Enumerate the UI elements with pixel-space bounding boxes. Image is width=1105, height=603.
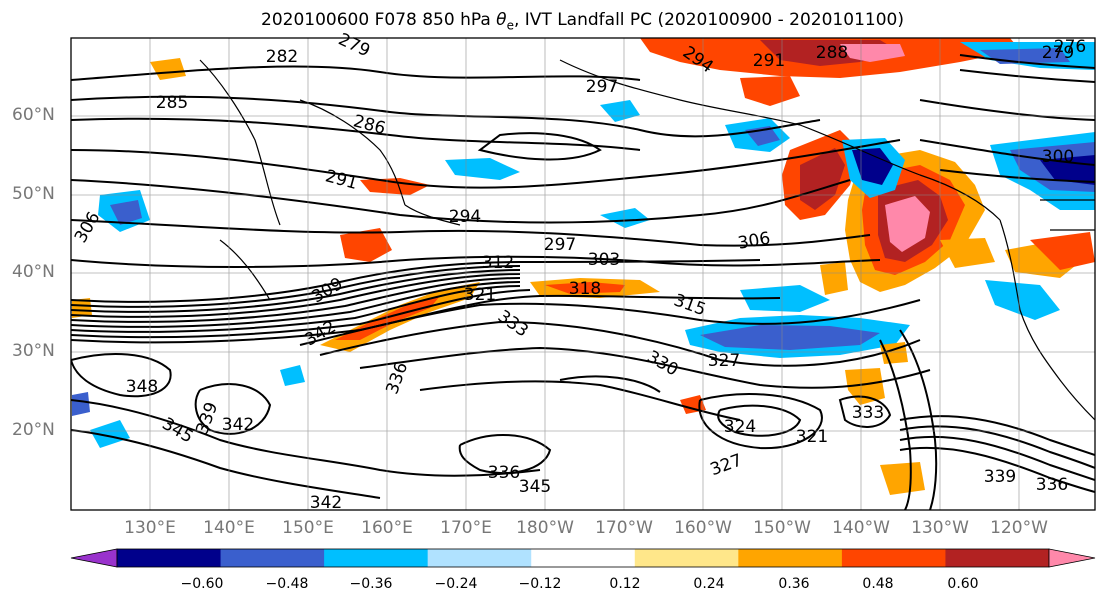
lon-label-180w: 180°W	[516, 518, 574, 538]
lat-label-60n: 60°N	[12, 105, 55, 125]
contour-label: 282	[266, 47, 298, 67]
colorbar-tick-label: −0.48	[265, 576, 309, 592]
contour-label: 333	[852, 403, 884, 423]
colorbar-tick-label: −0.12	[518, 576, 562, 592]
colorbar-segment	[945, 549, 1050, 567]
contour-label: 291	[753, 51, 785, 71]
lat-label-40n: 40°N	[12, 262, 55, 282]
contour-label: 345	[519, 477, 551, 497]
plot-frame	[70, 37, 1096, 511]
lon-label-150w: 150°W	[753, 518, 811, 538]
title-prefix: 2020100600 F078 850 hPa	[261, 10, 497, 30]
colorbar-segments	[116, 548, 1050, 568]
contour-label: 336	[488, 463, 520, 483]
contour-label: 303	[588, 250, 620, 270]
contour-label: 312	[482, 253, 514, 273]
colorbar-tick-label: 0.48	[862, 576, 894, 592]
lon-label-140e: 140°E	[203, 518, 255, 538]
colorbar-tick-label: 0.60	[947, 576, 979, 592]
contour-label: 342	[310, 493, 342, 513]
colorbar-tick-label: 0.12	[609, 576, 641, 592]
colorbar-tick-label: −0.24	[434, 576, 478, 592]
lon-label-170e: 170°E	[440, 518, 492, 538]
map-gridlines	[71, 38, 1095, 510]
colorbar-tick-label: −0.60	[180, 576, 224, 592]
contour-label: 297	[586, 77, 618, 97]
lon-label-140w: 140°W	[832, 518, 890, 538]
colorbar-segment	[324, 549, 429, 567]
contour-label: 294	[449, 207, 481, 227]
contour-label: 297	[544, 235, 576, 255]
theta-subscript: e	[506, 18, 514, 33]
colorbar-tick-label: −0.36	[349, 576, 393, 592]
lat-label-50n: 50°N	[12, 184, 55, 204]
colorbar-segment	[841, 549, 946, 567]
contour-label: 327	[708, 351, 740, 371]
lat-label-20n: 20°N	[12, 420, 55, 440]
contour-label: 324	[724, 417, 756, 437]
contour-label: 300	[1042, 147, 1074, 167]
colorbar-extend-high	[1048, 548, 1096, 568]
theta-symbol: θ	[496, 10, 507, 30]
contour-label: 288	[816, 43, 848, 63]
contour-label: 348	[126, 377, 158, 397]
title-suffix: , IVT Landfall PC (2020100900 - 20201011…	[513, 10, 904, 30]
coastlines	[199, 59, 1095, 421]
map-title: 2020100600 F078 850 hPa θe, IVT Landfall…	[0, 10, 1105, 32]
colorbar-extend-low	[70, 548, 118, 568]
contour-label: 318	[569, 279, 601, 299]
plot-area-background	[71, 38, 1095, 510]
lon-label-130e: 130°E	[124, 518, 176, 538]
colorbar-segment	[117, 549, 222, 567]
lat-label-30n: 30°N	[12, 341, 55, 361]
lon-label-170w: 170°W	[595, 518, 653, 538]
contour-label: 321	[796, 427, 828, 447]
lon-label-160e: 160°E	[361, 518, 413, 538]
shaded-field	[72, 38, 1095, 495]
contour-label: 321	[464, 285, 496, 305]
colorbar-segment	[427, 549, 532, 567]
colorbar-segment	[220, 549, 325, 567]
contour-label: 342	[222, 415, 254, 435]
lon-label-160w: 160°W	[674, 518, 732, 538]
contour-label: 339	[984, 467, 1016, 487]
colorbar-tick-label: 0.24	[693, 576, 725, 592]
contour-label: 279	[1042, 43, 1074, 63]
lon-label-120w: 120°W	[990, 518, 1048, 538]
lon-label-130w: 130°W	[911, 518, 969, 538]
contour-label: 285	[156, 93, 188, 113]
colorbar-segment	[531, 549, 636, 567]
lon-label-150e: 150°E	[282, 518, 334, 538]
contour-label: 336	[1036, 475, 1068, 495]
colorbar	[70, 548, 1096, 568]
contour-label: 276	[1054, 37, 1086, 57]
colorbar-segment	[738, 549, 843, 567]
colorbar-tick-label: 0.36	[778, 576, 810, 592]
colorbar-segment	[634, 549, 739, 567]
